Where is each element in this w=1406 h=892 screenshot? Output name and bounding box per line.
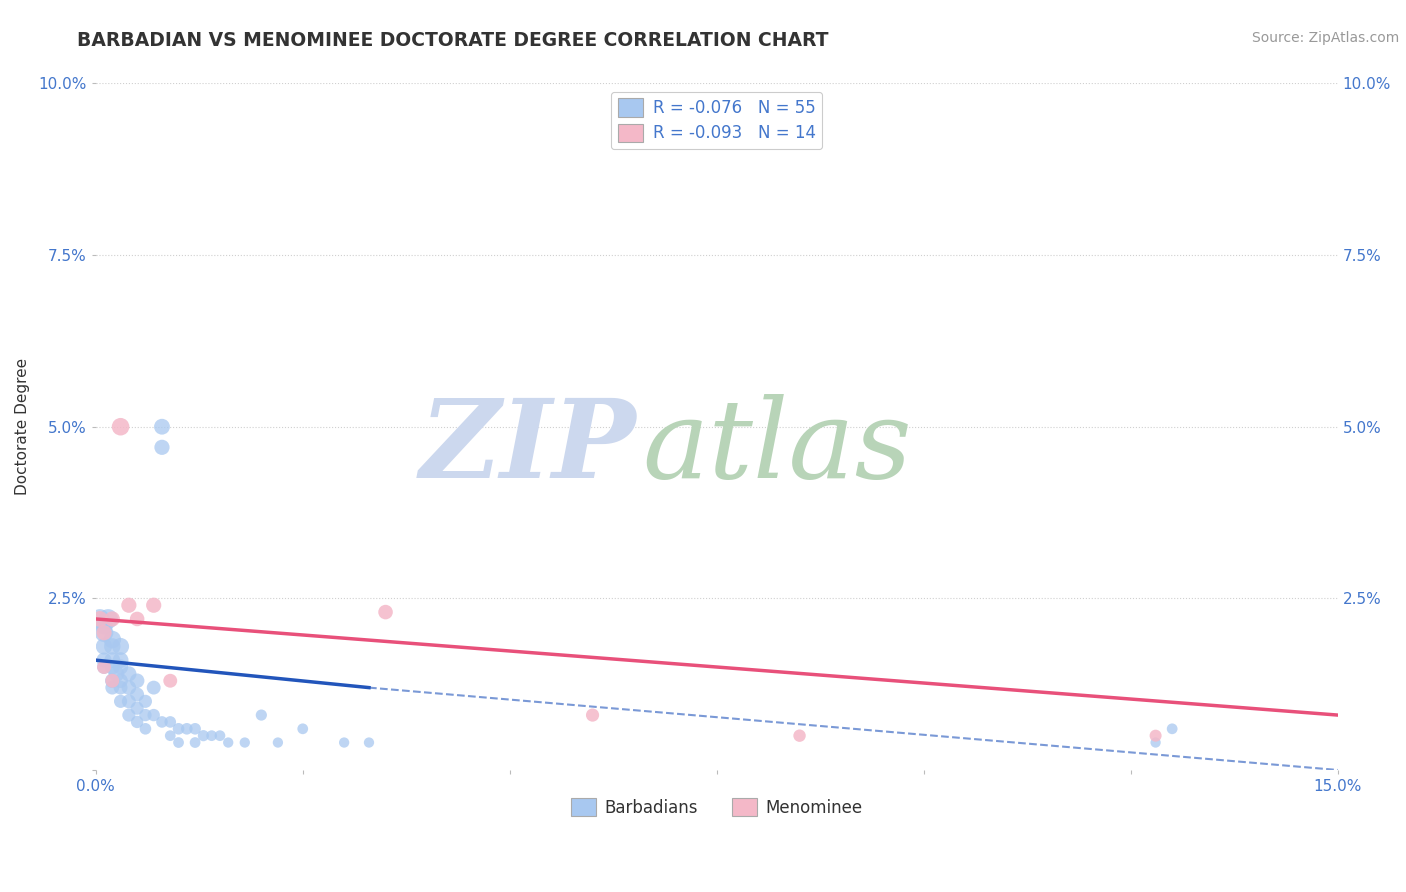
Point — [184, 735, 207, 749]
Point — [1144, 735, 1167, 749]
Point — [101, 673, 124, 688]
Point — [142, 599, 165, 613]
Point — [789, 729, 811, 743]
Text: Source: ZipAtlas.com: Source: ZipAtlas.com — [1251, 31, 1399, 45]
Point — [118, 599, 141, 613]
Point — [581, 708, 603, 723]
Point — [357, 735, 380, 749]
Point — [150, 440, 173, 454]
Point — [208, 729, 231, 743]
Point — [233, 735, 256, 749]
Y-axis label: Doctorate Degree: Doctorate Degree — [15, 359, 30, 495]
Point — [110, 694, 132, 708]
Point — [267, 735, 290, 749]
Point — [93, 640, 115, 654]
Text: ZIP: ZIP — [419, 393, 636, 501]
Point — [101, 612, 124, 626]
Point — [101, 640, 124, 654]
Point — [118, 666, 141, 681]
Point — [193, 729, 215, 743]
Legend: Barbadians, Menominee: Barbadians, Menominee — [565, 791, 869, 823]
Point — [291, 722, 314, 736]
Point — [134, 694, 156, 708]
Point — [142, 708, 165, 723]
Point — [110, 660, 132, 674]
Point — [1161, 722, 1184, 736]
Text: BARBADIAN VS MENOMINEE DOCTORATE DEGREE CORRELATION CHART: BARBADIAN VS MENOMINEE DOCTORATE DEGREE … — [77, 31, 828, 50]
Point — [118, 694, 141, 708]
Point — [127, 688, 149, 702]
Point — [93, 625, 115, 640]
Point — [1144, 729, 1167, 743]
Point — [110, 640, 132, 654]
Point — [118, 681, 141, 695]
Point — [134, 722, 156, 736]
Point — [159, 729, 181, 743]
Point — [110, 673, 132, 688]
Point — [93, 660, 115, 674]
Point — [159, 714, 181, 729]
Point — [159, 673, 181, 688]
Point — [93, 660, 115, 674]
Point — [110, 681, 132, 695]
Point — [110, 419, 132, 434]
Point — [89, 612, 111, 626]
Point — [93, 619, 115, 633]
Point — [250, 708, 273, 723]
Point — [93, 625, 115, 640]
Point — [167, 735, 190, 749]
Point — [150, 419, 173, 434]
Point — [167, 722, 190, 736]
Point — [176, 722, 198, 736]
Point — [89, 612, 111, 626]
Point — [101, 681, 124, 695]
Point — [184, 722, 207, 736]
Point — [333, 735, 356, 749]
Point — [101, 632, 124, 647]
Point — [374, 605, 396, 619]
Point — [93, 653, 115, 667]
Point — [127, 714, 149, 729]
Text: atlas: atlas — [643, 393, 912, 501]
Point — [118, 708, 141, 723]
Point — [201, 729, 224, 743]
Point — [105, 666, 128, 681]
Point — [110, 653, 132, 667]
Point — [217, 735, 239, 749]
Point — [127, 701, 149, 715]
Point — [101, 653, 124, 667]
Point — [127, 673, 149, 688]
Point — [142, 681, 165, 695]
Point — [127, 612, 149, 626]
Point — [134, 708, 156, 723]
Point — [101, 660, 124, 674]
Point — [150, 714, 173, 729]
Point — [101, 673, 124, 688]
Point — [97, 612, 120, 626]
